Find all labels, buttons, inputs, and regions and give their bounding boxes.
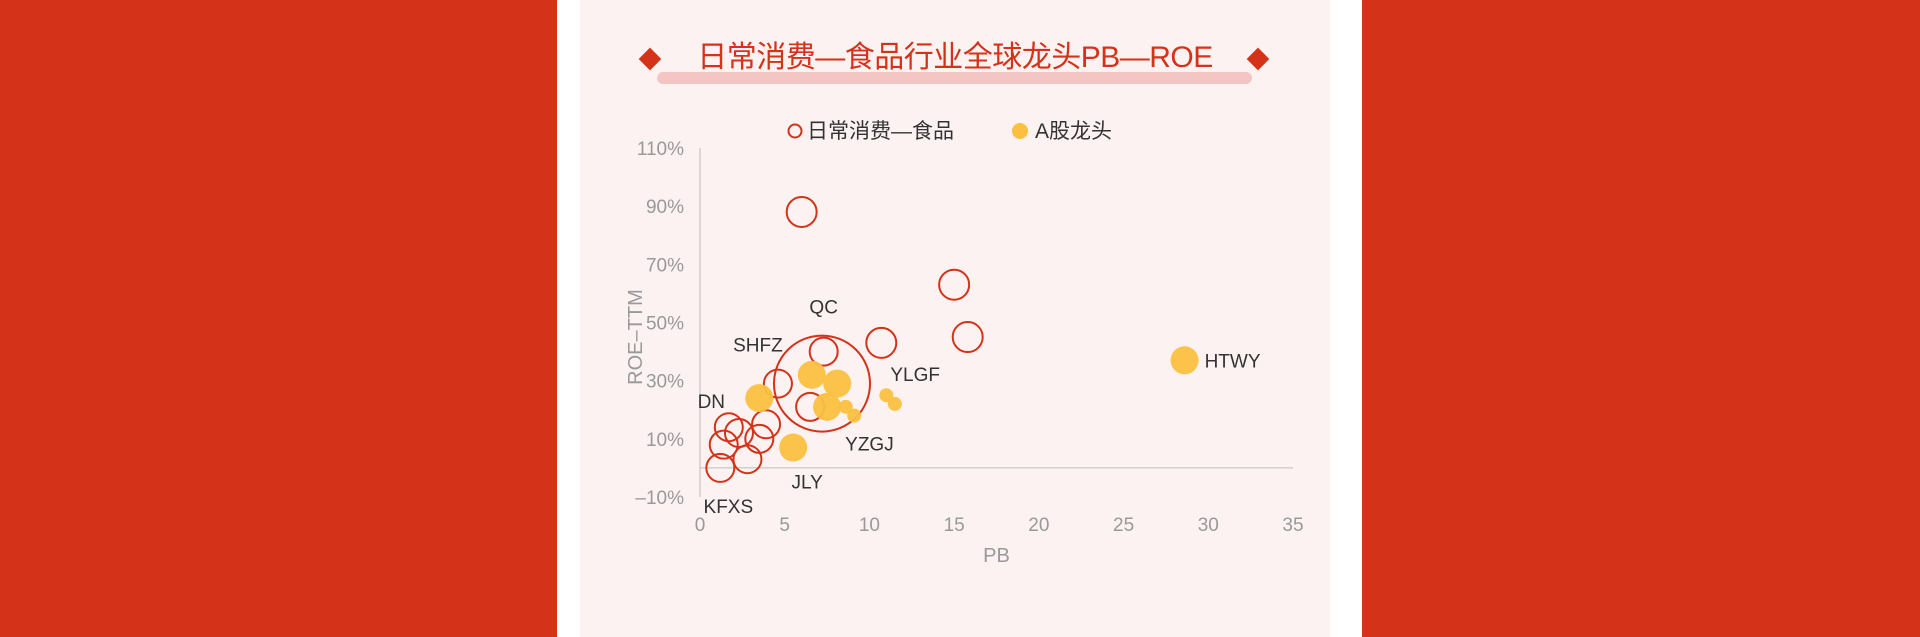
a-share-leader-bubble	[1170, 346, 1199, 375]
y-tick-label: 30%	[646, 372, 684, 393]
chart-panel: 日常消费—食品行业全球龙头PB—ROE –10% 10% 30% 50% 70% 90% 1…	[580, 0, 1330, 637]
x-tick-label: 25	[1113, 515, 1134, 536]
title-block: 日常消费—食品行业全球龙头PB—ROE	[580, 38, 1330, 88]
x-tick-label: 5	[779, 515, 790, 536]
y-tick-label: 50%	[646, 314, 684, 335]
y-tick-label: 90%	[646, 197, 684, 218]
a-share-leader-bubble	[879, 388, 894, 403]
data-label: YZGJ	[845, 434, 894, 455]
food-sector-bubble	[772, 334, 871, 433]
scatter-chart: –10% 10% 30% 50% 70% 90% 110% 0 5 10 15 20 25 30 35 PB R…	[625, 120, 1304, 567]
a-share-leader-bubble	[797, 360, 826, 389]
data-label: YLGF	[890, 365, 940, 386]
y-axis-title: ROE–TTM	[625, 289, 647, 385]
data-label: SHFZ	[733, 336, 783, 357]
food-sector-bubble	[713, 412, 744, 443]
food-sector-bubble	[723, 418, 754, 449]
x-tick-label: 10	[859, 515, 880, 536]
data-labels: QC SHFZ KFXS HTWY DN YLGF JLY YZGJ	[698, 298, 1261, 518]
data-label: KFXS	[704, 497, 754, 518]
a-share-leader-bubble	[745, 384, 774, 413]
x-tick-label: 20	[1028, 515, 1049, 536]
axes: –10% 10% 30% 50% 70% 90% 110% 0 5 10 15 20 25 30 35 PB R…	[625, 139, 1304, 567]
food-sector-bubble	[705, 452, 736, 483]
x-axis-title: PB	[983, 545, 1010, 567]
data-label: HTWY	[1205, 351, 1261, 372]
a-share-leader-bubble	[838, 399, 853, 414]
title-underline	[657, 72, 1252, 84]
x-tick-label: 30	[1198, 515, 1219, 536]
a-share-leader-bubble	[779, 433, 808, 462]
a-share-leader-bubble	[813, 392, 842, 421]
a-share-leader-bubble	[823, 369, 852, 398]
legend-label-food: 日常消费—食品	[807, 120, 954, 143]
legend-label-a-share: A股龙头	[1035, 120, 1112, 143]
a-share-leader-bubble	[847, 408, 862, 423]
x-tick-label: 15	[944, 515, 965, 536]
data-points	[705, 195, 1199, 483]
food-sector-bubble	[762, 368, 793, 399]
food-sector-bubble	[785, 195, 818, 228]
x-tick-label: 0	[695, 515, 706, 536]
legend-hollow-marker	[787, 123, 803, 139]
food-sector-bubble	[951, 321, 984, 354]
legend-filled-marker	[1012, 123, 1028, 139]
food-sector-bubble	[865, 326, 898, 359]
a-share-leader-bubble	[887, 396, 902, 411]
food-sector-bubble	[938, 268, 971, 301]
data-label: QC	[809, 298, 838, 319]
food-sector-bubble	[808, 336, 839, 367]
data-label: DN	[698, 392, 725, 413]
food-sector-bubble	[708, 429, 739, 460]
y-tick-label: –10%	[635, 488, 684, 509]
chart-title: 日常消费—食品行业全球龙头PB—ROE	[697, 41, 1213, 74]
x-tick-label: 35	[1282, 515, 1303, 536]
y-tick-label: 70%	[646, 255, 684, 276]
legend: 日常消费—食品 A股龙头	[787, 120, 1112, 143]
data-label: JLY	[792, 473, 824, 494]
y-tick-label: 110%	[637, 139, 684, 160]
y-tick-label: 10%	[646, 430, 684, 451]
food-sector-bubble	[732, 444, 763, 475]
